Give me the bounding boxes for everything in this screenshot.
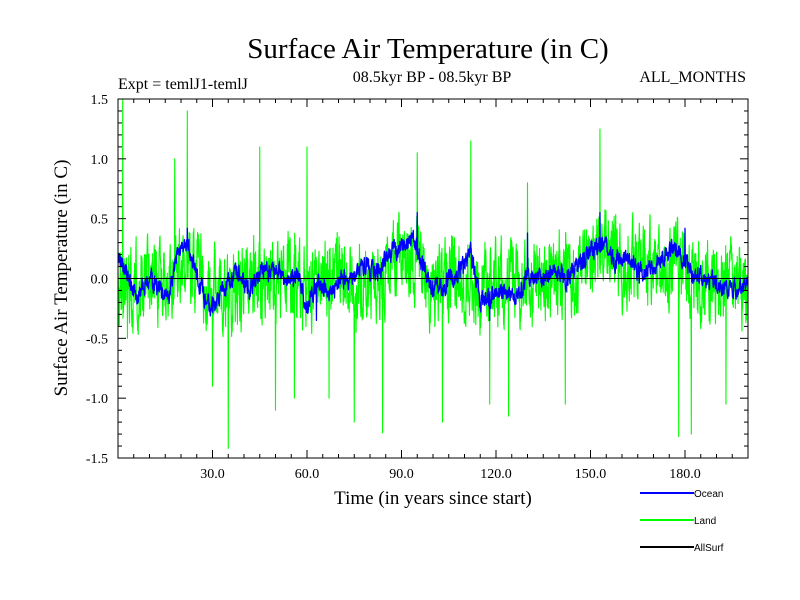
legend-label-ocean: Ocean — [694, 489, 723, 500]
x-axis-label: Time (in years since start) — [334, 488, 532, 509]
legend-label-land: Land — [694, 516, 716, 527]
plot-area: 30.0 60.0 90.0 120.0 150.0 180.0 -1.5 -1.0 -0.5 0… — [86, 93, 749, 482]
legend: Ocean Land AllSurf — [640, 489, 724, 554]
chart-left-note: Expt = temlJ1-temlJ — [118, 76, 248, 93]
y-tick-label: 1.0 — [91, 153, 109, 168]
y-tick-label: -1.0 — [86, 392, 108, 407]
y-tick-label: 0.5 — [91, 213, 109, 228]
x-tick-label: 150.0 — [575, 467, 607, 482]
y-tick-label: -0.5 — [86, 332, 108, 347]
y-tick-label: -1.5 — [86, 452, 108, 467]
chart-subtitle: 08.5kyr BP - 08.5kyr BP — [353, 69, 512, 86]
y-tick-label: 1.5 — [91, 93, 109, 108]
x-tick-label: 120.0 — [480, 467, 512, 482]
chart-title: Surface Air Temperature (in C) — [247, 33, 608, 65]
y-tick-label: 0.0 — [91, 273, 109, 288]
x-tick-label: 60.0 — [295, 467, 320, 482]
legend-label-allsurf: AllSurf — [694, 543, 724, 554]
x-tick-label: 180.0 — [669, 467, 701, 482]
x-tick-label: 30.0 — [200, 467, 225, 482]
x-tick-label: 90.0 — [389, 467, 414, 482]
chart-right-note: ALL_MONTHS — [639, 69, 746, 86]
y-axis-label: Surface Air Temperature (in C) — [51, 160, 72, 397]
series-land-line — [118, 99, 748, 449]
